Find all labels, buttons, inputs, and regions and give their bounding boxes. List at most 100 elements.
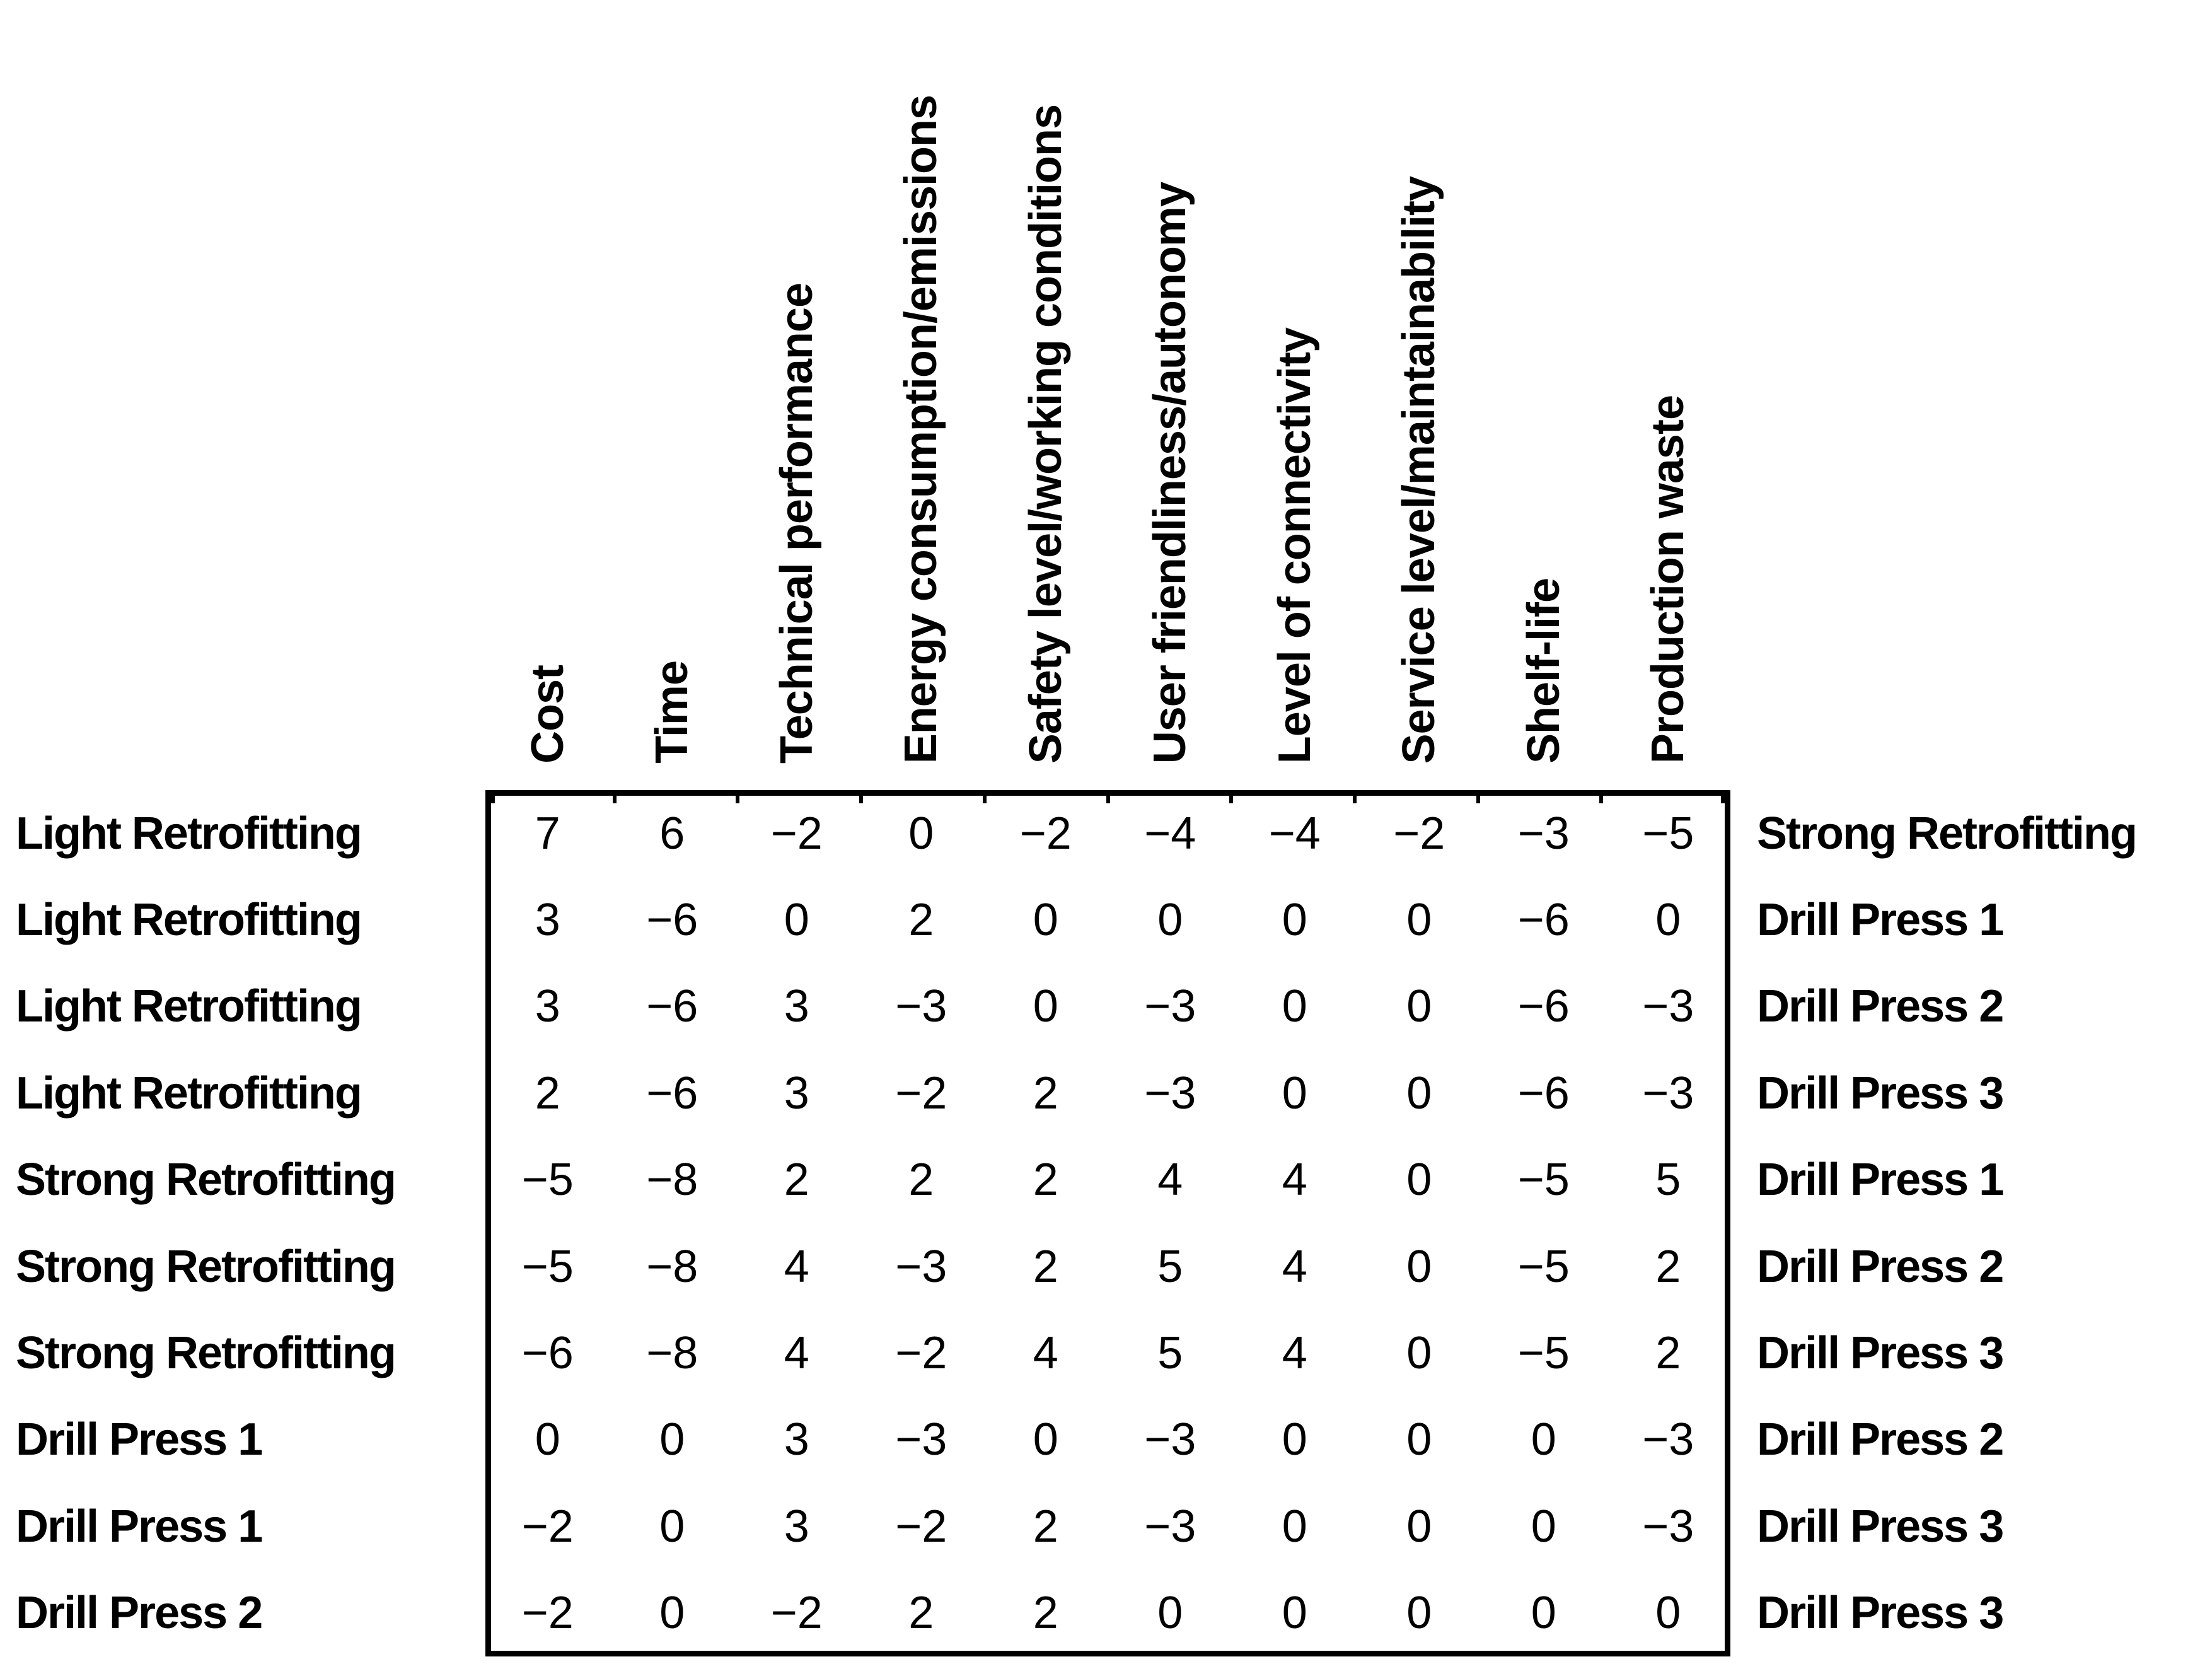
matrix-cell-text: −3 — [895, 981, 947, 1032]
matrix-cell: 0 — [734, 876, 859, 963]
matrix-cell: −6 — [610, 963, 735, 1050]
matrix-cell: 0 — [1357, 1223, 1482, 1310]
row-right-label-text: Drill Press 2 — [1757, 1414, 2004, 1465]
matrix-cell: −3 — [859, 1223, 984, 1310]
row-left-label-text: Drill Press 1 — [16, 1414, 263, 1465]
matrix-cell: −2 — [983, 790, 1108, 876]
matrix-cell: −4 — [1108, 790, 1233, 876]
matrix-cell-text: −5 — [1517, 1328, 1570, 1379]
row-left-label-text: Light Retrofitting — [16, 808, 362, 859]
matrix-cell-text: 2 — [1033, 1155, 1058, 1206]
matrix-cell-text: 0 — [1406, 1588, 1432, 1639]
matrix-cell-text: 2 — [535, 1068, 560, 1119]
matrix-cell-text: 0 — [1033, 895, 1058, 946]
matrix-cell-text: −3 — [1642, 1068, 1694, 1119]
matrix-cell-text: −2 — [521, 1501, 574, 1552]
column-header-text: User friendliness/autonomy — [1145, 182, 1196, 764]
matrix-cell-text: −4 — [1144, 808, 1196, 859]
matrix-cell: −6 — [610, 876, 735, 963]
matrix-cell: 4 — [1232, 1137, 1357, 1223]
matrix-cell: 3 — [734, 1050, 859, 1136]
matrix-cell: 2 — [983, 1570, 1108, 1656]
matrix-cell-text: 2 — [908, 1155, 934, 1206]
matrix-cell-text: 0 — [1406, 1328, 1432, 1379]
matrix-cell: 4 — [1232, 1223, 1357, 1310]
row-right-label: Drill Press 3 — [1751, 1483, 2212, 1569]
matrix-cell: −5 — [1481, 1310, 1606, 1396]
matrix-cell: −6 — [1481, 876, 1606, 963]
matrix-cell-text: −3 — [1642, 1414, 1694, 1465]
matrix-cell: 0 — [859, 790, 984, 876]
matrix-cell-text: 2 — [1033, 1068, 1058, 1119]
matrix-cell: 4 — [734, 1310, 859, 1396]
matrix-cell: 0 — [610, 1483, 735, 1569]
row-right-label-text: Drill Press 2 — [1757, 1241, 2004, 1292]
matrix-cell: −3 — [1606, 963, 1731, 1050]
matrix-cell-text: −5 — [1517, 1155, 1570, 1206]
row-right-label-text: Drill Press 3 — [1757, 1501, 2004, 1552]
matrix-cell-text: 0 — [1655, 1588, 1681, 1639]
matrix-cell-text: −3 — [895, 1414, 947, 1465]
matrix-cell-text: −6 — [1517, 895, 1570, 946]
matrix-cell: −3 — [1606, 1483, 1731, 1569]
matrix-cell: 2 — [734, 1137, 859, 1223]
matrix-cell-text: 4 — [1157, 1155, 1183, 1206]
column-header-text: Shelf-life — [1518, 578, 1569, 764]
matrix-cell-text: 0 — [1282, 1414, 1307, 1465]
matrix-cell: 5 — [1108, 1310, 1233, 1396]
matrix-cell: 3 — [734, 1483, 859, 1569]
column-header: Cost — [485, 0, 610, 790]
row-left-label-text: Strong Retrofitting — [16, 1328, 397, 1379]
matrix-cell-text: −2 — [895, 1068, 947, 1119]
column-header-text: Safety level/working conditions — [1020, 104, 1071, 764]
row-left-label: Strong Retrofitting — [0, 1137, 485, 1223]
matrix-cell: 0 — [610, 1570, 735, 1656]
column-header: Service level/maintainability — [1357, 0, 1482, 790]
matrix-cell-text: 0 — [1157, 1588, 1183, 1639]
row-left-label: Light Retrofitting — [0, 963, 485, 1050]
matrix-cell-text: −2 — [770, 1588, 823, 1639]
row-right-label-text: Drill Press 3 — [1757, 1068, 2004, 1119]
row-left-label: Light Retrofitting — [0, 876, 485, 963]
matrix-cell-text: 0 — [659, 1588, 685, 1639]
matrix-cell: 3 — [485, 963, 610, 1050]
matrix-cell: −3 — [1606, 1397, 1731, 1483]
column-header: Safety level/working conditions — [983, 0, 1108, 790]
column-header-text: Level of connectivity — [1269, 327, 1320, 764]
matrix-cell-text: −3 — [1642, 1501, 1694, 1552]
matrix-cell: 5 — [1108, 1223, 1233, 1310]
matrix-cell: −6 — [1481, 1050, 1606, 1136]
matrix-cell-text: 0 — [1406, 1414, 1432, 1465]
matrix-cell: 0 — [1606, 876, 1731, 963]
matrix-cell-text: 0 — [1282, 981, 1307, 1032]
row-left-label-text: Drill Press 2 — [16, 1588, 263, 1639]
matrix-cell-text: −2 — [521, 1588, 574, 1639]
matrix-cell: −2 — [859, 1310, 984, 1396]
matrix-cell-text: −2 — [1393, 808, 1445, 859]
matrix-cell: −5 — [1481, 1223, 1606, 1310]
matrix-cell: −3 — [1606, 1050, 1731, 1136]
row-right-label: Drill Press 3 — [1751, 1570, 2212, 1656]
matrix-cell: 0 — [1357, 876, 1482, 963]
matrix-cell-text: −6 — [521, 1328, 574, 1379]
matrix-cell: 2 — [983, 1223, 1108, 1310]
matrix-cell-text: −2 — [895, 1328, 947, 1379]
matrix-cell: 0 — [1232, 1050, 1357, 1136]
matrix-cell: −5 — [485, 1223, 610, 1310]
matrix-cell: 0 — [1232, 1397, 1357, 1483]
matrix-cell-text: 5 — [1655, 1155, 1681, 1206]
column-header: Energy consumption/emissions — [859, 0, 984, 790]
matrix-cell-text: −5 — [521, 1241, 574, 1292]
matrix-cell-text: 5 — [1157, 1241, 1183, 1292]
matrix-cell: 3 — [734, 963, 859, 1050]
column-header-text: Production waste — [1643, 395, 1694, 764]
matrix-cell-text: −3 — [1517, 808, 1570, 859]
matrix-cell: 0 — [1357, 1050, 1482, 1136]
matrix-cell-text: −6 — [646, 981, 698, 1032]
matrix-cell: 0 — [1232, 1483, 1357, 1569]
matrix-cell-text: 0 — [1282, 1501, 1307, 1552]
matrix-cell-text: −2 — [895, 1501, 947, 1552]
column-header-text: Time — [647, 661, 698, 764]
matrix-cell: −3 — [1481, 790, 1606, 876]
row-left-label: Strong Retrofitting — [0, 1223, 485, 1310]
